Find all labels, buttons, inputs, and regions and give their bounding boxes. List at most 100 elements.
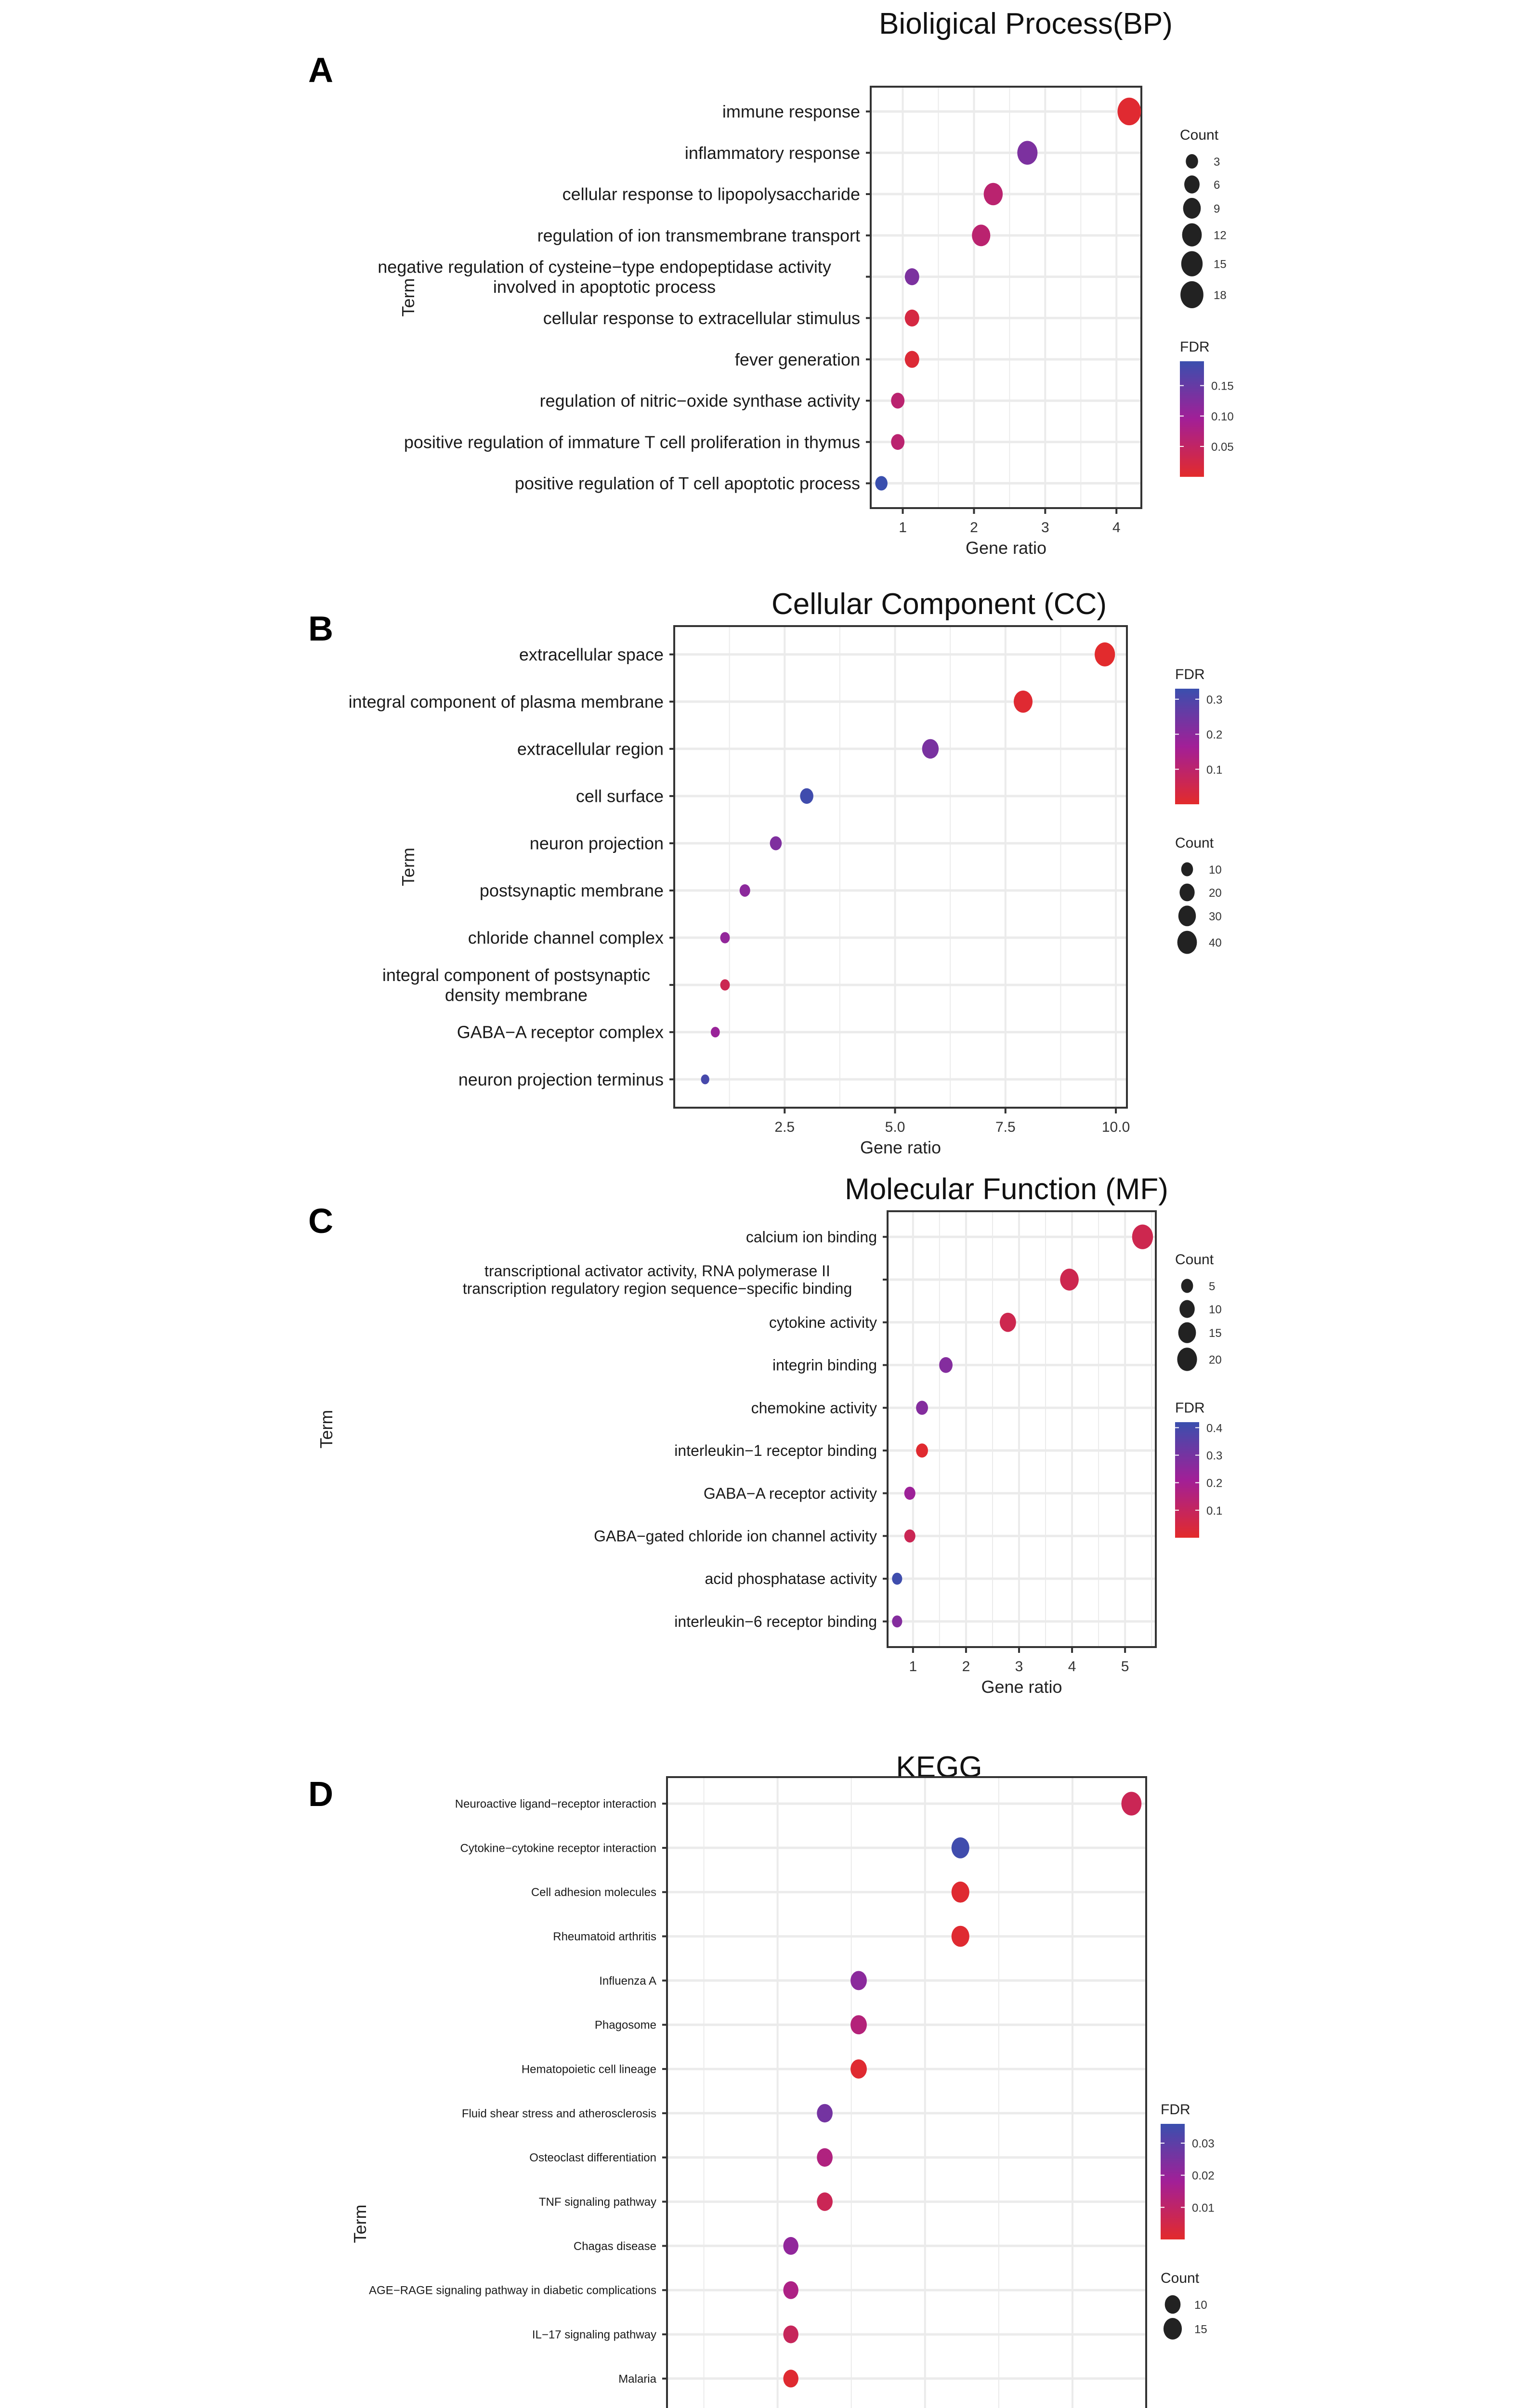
data-point <box>1094 642 1115 667</box>
data-point <box>1060 1269 1079 1291</box>
colorbar-label: 0.3 <box>1206 694 1222 707</box>
size-legend-title: Count <box>1180 127 1219 143</box>
y-tick-label: Cell adhesion molecules <box>531 1886 656 1899</box>
size-legend-key <box>1181 251 1203 276</box>
size-legend-label: 10 <box>1194 2299 1207 2312</box>
y-tick-label: acid phosphatase activity <box>705 1570 877 1587</box>
points <box>892 1224 1153 1628</box>
y-tick-label: immune response <box>722 102 860 121</box>
size-legend-title: Count <box>1175 1252 1214 1268</box>
data-point <box>850 1971 867 1990</box>
data-point <box>951 1837 969 1858</box>
y-tick-label: transcriptional activator activity, RNA … <box>463 1262 852 1297</box>
y-tick-label: Hematopoietic cell lineage <box>522 2063 656 2076</box>
data-point <box>1117 97 1141 126</box>
color-legend: FDR 0.1 0.2 0.3 0.4 <box>1175 1400 1222 1538</box>
y-tick-label: chemokine activity <box>751 1399 877 1416</box>
x-axis-title: Gene ratio <box>981 1677 1062 1697</box>
data-point <box>850 2059 867 2079</box>
size-legend-label: 18 <box>1214 289 1227 302</box>
x-tick-label: 5.0 <box>885 1119 905 1135</box>
x-tick-label: 10.0 <box>1102 1119 1130 1135</box>
y-axis-title: Term <box>316 1410 336 1449</box>
colorbar-label: 0.05 <box>1211 441 1234 454</box>
y-axis-title: Term <box>350 2205 370 2243</box>
size-legend-key <box>1186 154 1198 169</box>
chart-title: Bioligical Process(BP) <box>879 7 1173 40</box>
size-legend-key <box>1179 883 1195 902</box>
panel-label: A <box>308 51 333 90</box>
x-tick-label: 4 <box>1112 520 1121 536</box>
data-point <box>783 2325 798 2343</box>
data-point <box>783 2237 798 2255</box>
colorbar-label: 0.2 <box>1206 729 1222 742</box>
size-legend-label: 9 <box>1214 202 1220 215</box>
colorbar <box>1175 1422 1199 1538</box>
y-tick-label: GABA−gated chloride ion channel activity <box>594 1528 877 1545</box>
size-legend-key <box>1181 1279 1193 1293</box>
y-tick-label: Neuroactive ligand−receptor interaction <box>455 1797 656 1810</box>
data-point <box>916 1400 928 1415</box>
y-tick-label: regulation of nitric−oxide synthase acti… <box>540 391 860 411</box>
data-point <box>701 1074 709 1085</box>
y-tick-label: extracellular region <box>517 739 664 759</box>
data-point <box>720 979 730 991</box>
x-axis-title: Gene ratio <box>966 538 1046 558</box>
y-tick-label: neuron projection <box>530 834 664 853</box>
data-point <box>904 1529 915 1543</box>
size-legend-label: 5 <box>1209 1280 1215 1293</box>
x-axis: 2.5 5.0 7.5 10.0 <box>774 1108 1130 1135</box>
x-axis: 1 2 3 4 5 <box>909 1647 1129 1675</box>
y-tick-label: Fluid shear stress and atherosclerosis <box>462 2107 656 2120</box>
y-tick-label: postsynaptic membrane <box>480 881 664 901</box>
colorbar-label: 0.1 <box>1206 763 1222 776</box>
panel-label: C <box>308 1202 333 1241</box>
x-tick-label: 2.5 <box>774 1119 795 1135</box>
y-tick-label: negative regulation of cysteine−type end… <box>378 257 831 297</box>
size-legend-title: Count <box>1175 835 1214 851</box>
colorbar-label: 0.1 <box>1206 1505 1222 1518</box>
y-axis-title: Term <box>398 848 418 886</box>
colorbar-label: 0.15 <box>1211 380 1234 393</box>
y-tick-label: integral component of postsynaptic densit… <box>382 965 650 1005</box>
y-tick-label: Phagosome <box>595 2019 656 2032</box>
x-tick-label: 7.5 <box>995 1119 1016 1135</box>
data-point <box>1121 1792 1142 1816</box>
grid <box>673 626 1127 1108</box>
colorbar-label: 0.03 <box>1192 2137 1215 2150</box>
data-point <box>983 183 1003 206</box>
color-legend-title: FDR <box>1161 2102 1190 2118</box>
size-legend-key <box>1182 223 1202 247</box>
size-legend: Count 10 15 <box>1161 2270 1207 2340</box>
size-legend-label: 6 <box>1214 179 1220 192</box>
data-point <box>891 434 905 450</box>
size-legend-key <box>1177 930 1197 954</box>
data-point <box>770 836 782 851</box>
data-point <box>817 2192 833 2211</box>
y-tick-label: interleukin−1 receptor binding <box>674 1442 877 1459</box>
data-point <box>817 2148 833 2167</box>
size-legend-label: 10 <box>1209 864 1222 877</box>
size-legend-label: 20 <box>1209 887 1222 900</box>
size-legend: Count 10 20 30 40 <box>1175 835 1222 954</box>
data-point <box>800 788 813 804</box>
size-legend-key <box>1184 175 1200 194</box>
plot-border <box>673 625 1128 1109</box>
size-legend-key <box>1177 1348 1197 1371</box>
data-point <box>904 309 919 327</box>
y-tick-label: IL−17 signaling pathway <box>532 2328 656 2341</box>
data-point <box>783 2281 798 2299</box>
y-tick-label: extracellular space <box>519 644 664 664</box>
y-axis-title: Term <box>398 278 418 317</box>
points <box>701 642 1115 1085</box>
colorbar-label: 0.4 <box>1206 1422 1222 1435</box>
x-tick-label: 3 <box>1015 1659 1023 1675</box>
plot-area <box>888 1211 1156 1647</box>
size-legend-key <box>1183 197 1201 219</box>
y-axis: extracellular space integral component of… <box>349 644 674 1089</box>
size-legend-key <box>1164 2295 1181 2314</box>
grid <box>888 1211 1156 1647</box>
points <box>783 1792 1142 2388</box>
y-tick-label: Cytokine−cytokine receptor interaction <box>460 1842 656 1855</box>
